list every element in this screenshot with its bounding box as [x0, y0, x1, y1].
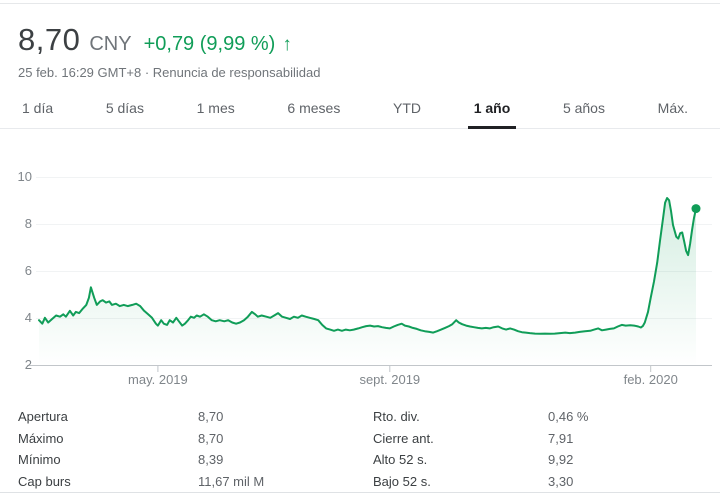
stat-row-cap-burs: Cap burs 11,67 mil M — [18, 471, 338, 493]
tab-max[interactable]: Máx. — [657, 100, 688, 116]
stat-value: 11,67 mil M — [198, 473, 265, 489]
stats-column-right: Rto. div. 0,46 % Cierre ant. 7,91 Alto 5… — [373, 406, 693, 492]
arrow-up-icon: ↑ — [282, 34, 292, 55]
stat-value: 9,92 — [548, 452, 574, 468]
y-axis-label: 10 — [17, 169, 32, 184]
stat-value: 8,70 — [198, 430, 224, 446]
x-axis-ticks — [157, 366, 652, 372]
dot-separator: · — [141, 65, 153, 80]
x-tick-label: may. 2019 — [128, 372, 188, 387]
price-value: 8,70 — [18, 22, 81, 57]
stat-row-alto-52s: Alto 52 s. 9,92 — [373, 449, 693, 471]
price-chart[interactable]: 10 8 6 4 2 may. 2019 sept. 2019 feb. 202… — [0, 129, 720, 397]
stat-row-minimo: Mínimo 8,39 — [18, 449, 338, 471]
quote-subtitle: 25 feb. 16:29 GMT+8 · Renuncia de respon… — [18, 65, 702, 80]
price-line-plot — [38, 197, 701, 372]
quote-header: 8,70 CNY +0,79 (9,99 %) ↑ 25 feb. 16:29 … — [18, 22, 702, 80]
stat-value: 3,30 — [548, 473, 574, 489]
currency-label: CNY — [89, 33, 132, 55]
tab-5-dias[interactable]: 5 días — [105, 100, 144, 116]
gridline-6 — [36, 271, 712, 272]
gridline-4 — [36, 318, 712, 319]
tab-ytd[interactable]: YTD — [393, 100, 422, 116]
price-change: +0,79 (9,99 %) — [143, 33, 276, 55]
stat-row-cierre-ant: Cierre ant. 7,91 — [373, 428, 693, 450]
stat-label: Rto. div. — [373, 409, 420, 425]
bottom-divider — [0, 492, 720, 493]
stat-value: 0,46 % — [548, 409, 589, 425]
x-tick-label: feb. 2020 — [623, 372, 678, 387]
stat-row-bajo-52s: Bajo 52 s. 3,30 — [373, 471, 693, 493]
area-fill — [39, 198, 696, 366]
price-line — [38, 197, 697, 335]
stat-value: 7,91 — [548, 430, 574, 446]
tab-1-mes[interactable]: 1 mes — [196, 100, 235, 116]
tab-5-anos[interactable]: 5 años — [562, 100, 605, 116]
x-tick-label: sept. 2019 — [359, 372, 421, 387]
stat-value: 8,39 — [198, 452, 224, 468]
stat-label: Cap burs — [18, 473, 71, 489]
stat-label: Mínimo — [18, 452, 61, 468]
stat-label: Apertura — [18, 409, 68, 425]
stat-row-maximo: Máximo 8,70 — [18, 428, 338, 450]
quote-timestamp: 25 feb. 16:29 GMT+8 — [18, 65, 142, 80]
latest-price-dot — [691, 204, 701, 214]
price-row: 8,70 CNY +0,79 (9,99 %) ↑ — [18, 22, 702, 58]
time-range-tabs: 1 día 5 días 1 mes 6 meses YTD 1 año 5 a… — [0, 90, 720, 129]
y-axis-label: 4 — [24, 310, 32, 325]
stat-row-rto-div: Rto. div. 0,46 % — [373, 406, 693, 428]
y-axis-label: 2 — [24, 357, 32, 372]
tab-1-dia[interactable]: 1 día — [22, 100, 54, 116]
gridline-10 — [36, 177, 712, 178]
top-divider — [0, 3, 720, 4]
stat-label: Máximo — [18, 430, 64, 446]
stat-label: Cierre ant. — [373, 430, 434, 446]
gridline-8 — [36, 224, 712, 225]
stat-value: 8,70 — [198, 409, 224, 425]
tab-6-meses[interactable]: 6 meses — [287, 100, 341, 116]
stat-label: Bajo 52 s. — [373, 473, 431, 489]
stat-row-apertura: Apertura 8,70 — [18, 406, 338, 428]
disclaimer-link[interactable]: Renuncia de responsabilidad — [152, 65, 321, 80]
tab-1-ano[interactable]: 1 año — [467, 90, 517, 129]
y-axis-label: 8 — [24, 216, 32, 231]
stat-label: Alto 52 s. — [373, 452, 428, 468]
y-axis-label: 6 — [24, 263, 32, 278]
stats-column-left: Apertura 8,70 Máximo 8,70 Mínimo 8,39 Ca… — [18, 406, 338, 492]
